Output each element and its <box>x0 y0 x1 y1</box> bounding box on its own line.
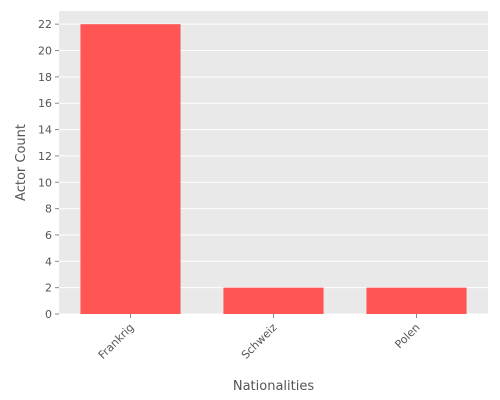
bar <box>223 287 324 314</box>
x-tick-label: Polen <box>392 321 422 351</box>
x-axis-ticks: Frankrig Schweiz Polen <box>96 314 423 362</box>
y-tick-label: 12 <box>38 150 52 163</box>
y-tick-label: 16 <box>38 97 52 110</box>
y-tick-label: 8 <box>45 203 52 216</box>
x-axis-title: Nationalities <box>233 379 314 394</box>
y-tick-label: 20 <box>38 45 52 58</box>
y-tick-label: 4 <box>45 255 52 268</box>
y-tick-label: 22 <box>38 18 52 31</box>
y-tick-label: 18 <box>38 71 52 84</box>
y-axis-title: Actor Count <box>14 124 29 201</box>
bars <box>80 24 467 314</box>
bar <box>80 24 181 314</box>
y-tick-label: 14 <box>38 124 52 137</box>
y-axis-ticks: 0 2 4 6 8 10 12 14 16 18 20 22 <box>38 18 59 321</box>
y-tick-label: 6 <box>45 229 52 242</box>
y-tick-label: 0 <box>45 308 52 321</box>
y-tick-label: 2 <box>45 282 52 295</box>
x-tick-label: Frankrig <box>96 321 137 362</box>
bar <box>366 287 467 314</box>
x-tick-label: Schweiz <box>239 321 280 362</box>
y-tick-label: 10 <box>38 176 52 189</box>
